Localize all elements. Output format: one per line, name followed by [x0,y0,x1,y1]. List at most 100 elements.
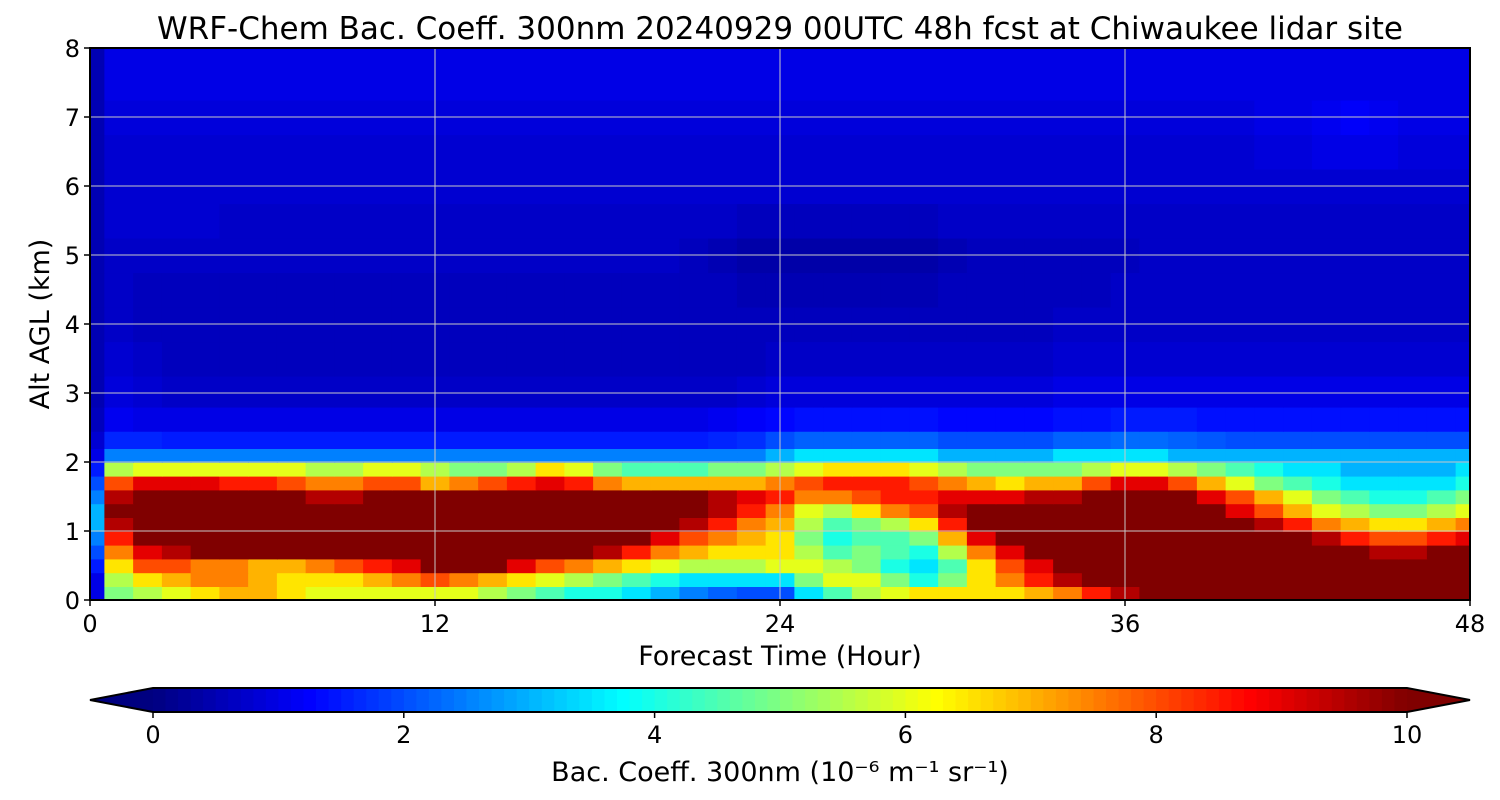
heatmap-cell [535,544,566,560]
heatmap-cell [190,448,221,463]
heatmap-cell [564,272,594,308]
heatmap-cell [190,341,221,377]
colorbar-swatch [805,688,819,712]
heatmap-cell [593,448,623,463]
heatmap-cell [478,586,508,600]
heatmap-cell [363,572,393,587]
heatmap-cell [90,203,106,239]
heatmap-cell [1283,203,1313,239]
colorbar-swatch [579,688,593,712]
heatmap-cell [1455,544,1470,560]
heatmap-cell [938,586,968,600]
heatmap-cell [1311,375,1342,408]
colorbar-swatch [943,688,957,712]
heatmap-cell [880,448,911,463]
colorbar-swatch [1080,688,1095,712]
heatmap-cell [1024,448,1054,463]
colorbar-swatch [642,688,656,712]
heatmap-cell [1168,531,1198,546]
heatmap-cell [248,375,278,408]
heatmap-cell [966,586,997,600]
colorbar-swatch [366,688,380,712]
heatmap-cell [506,203,537,239]
heatmap-cell [966,272,997,308]
heatmap-cell [1053,341,1083,377]
heatmap-cell [1455,448,1470,463]
heatmap-cell [305,48,336,67]
heatmap-cell [794,406,824,432]
heatmap-cell [363,430,393,449]
colorbar-tick-label: 2 [396,721,411,749]
colorbar-swatch [1106,688,1120,712]
heatmap-cell [650,462,681,477]
colorbar-swatch [905,688,919,712]
heatmap-cell [1426,430,1457,449]
heatmap-cell [1024,48,1054,67]
heatmap-cell [794,48,824,67]
heatmap-cell [823,531,853,546]
heatmap-cell [1024,272,1054,308]
heatmap-cell [880,341,911,377]
heatmap-cell [564,203,594,239]
heatmap-cell [1311,544,1342,560]
heatmap-cell [478,341,508,377]
heatmap-cell [1455,517,1470,532]
heatmap-cell [1053,503,1083,518]
heatmap-cell [90,48,106,67]
heatmap-cell [161,448,192,463]
colorbar-swatch [767,688,781,712]
colorbar-tick-label: 0 [145,721,160,749]
heatmap-cell [1426,448,1457,463]
heatmap-cell [449,430,479,449]
heatmap-cell [1311,134,1342,170]
heatmap-cell [1168,544,1198,560]
heatmap-cell [219,558,249,574]
colorbar-swatch [1394,688,1408,712]
heatmap-cell [478,572,508,587]
heatmap-cell [1311,203,1342,239]
colorbar-swatch [1381,688,1396,712]
heatmap-cell [1053,558,1083,574]
heatmap-cell [1254,65,1284,101]
heatmap-cell [679,65,709,101]
heatmap-cell [1369,134,1399,170]
colorbar-swatch [704,688,718,712]
heatmap-cell [161,517,192,532]
heatmap-cell [190,462,221,477]
heatmap-cell [650,544,681,560]
heatmap-cell [506,65,537,101]
heatmap-cell [823,65,853,101]
heatmap-cell [1283,406,1313,432]
heatmap-cell [1340,430,1371,449]
colorbar-swatch [278,688,292,712]
colorbar-swatch [441,688,455,712]
heatmap-cell [621,503,652,518]
heatmap-cell [104,134,134,170]
heatmap-cell [621,341,652,377]
heatmap-cell [90,406,106,432]
heatmap-cell [1340,375,1371,408]
heatmap-cell [219,517,249,532]
colorbar-swatch [1294,688,1308,712]
heatmap-cell [161,572,192,587]
heatmap-cell [1426,489,1457,505]
heatmap-cell [391,558,422,574]
heatmap-cell [823,503,853,518]
heatmap-cell [1024,406,1054,432]
heatmap-cell [794,489,824,505]
heatmap-cell [564,65,594,101]
heatmap-cell [363,48,393,67]
heatmap-cell [708,48,738,67]
heatmap-cell [449,65,479,101]
heatmap-cell [90,272,106,308]
heatmap-cell [1311,558,1342,574]
heatmap-cell [1081,517,1112,532]
heatmap-cell [1340,586,1371,600]
heatmap-cell [535,406,566,432]
heatmap-cell [564,586,594,600]
heatmap-cell [966,544,997,560]
heatmap-cell [363,203,393,239]
heatmap-cell [1455,475,1470,491]
heatmap-cell [305,65,336,101]
heatmap-cell [478,531,508,546]
